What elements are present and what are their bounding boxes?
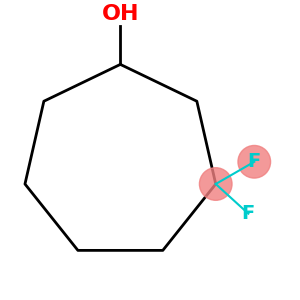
Text: F: F <box>248 152 261 171</box>
Text: OH: OH <box>102 4 139 24</box>
Circle shape <box>200 168 232 200</box>
Circle shape <box>238 146 271 178</box>
Text: F: F <box>242 204 255 223</box>
